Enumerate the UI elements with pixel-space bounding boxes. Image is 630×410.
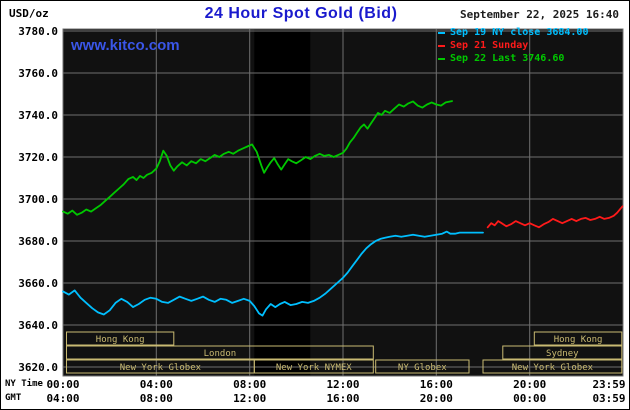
x-tick-label-gmt: 08:00 <box>139 392 173 405</box>
legend-line-marker-icon <box>438 44 445 47</box>
session-label: New York Globex <box>512 363 594 373</box>
y-tick-label: 3660.0 <box>18 277 58 290</box>
x-tick-label-ny: 12:00 <box>326 378 360 391</box>
x-tick-label-ny: 08:00 <box>233 378 267 391</box>
legend-line-marker-icon <box>438 57 445 60</box>
session-label: NY Globex <box>398 363 447 373</box>
y-tick-label: 3720.0 <box>18 151 58 164</box>
y-axis-units-label: USD/oz <box>9 7 49 20</box>
x-axis-caption-nytime: NY Time <box>5 379 43 389</box>
kitco-watermark: www.kitco.com <box>71 37 180 54</box>
y-tick-label: 3700.0 <box>18 193 58 206</box>
session-box <box>253 359 374 374</box>
session-box <box>66 345 374 360</box>
y-tick-label: 3740.0 <box>18 109 58 122</box>
x-tick-label-gmt: 20:00 <box>419 392 453 405</box>
legend-item-sep21: Sep 21 Sunday <box>438 39 588 52</box>
x-tick-label-ny: 23:59 <box>592 378 626 391</box>
session-box <box>482 359 623 374</box>
session-label: London <box>204 349 237 359</box>
session-box <box>375 359 470 374</box>
plot-shaded-band <box>254 29 311 376</box>
session-label: Sydney <box>546 349 579 359</box>
x-tick-label-gmt: 12:00 <box>233 392 267 405</box>
session-label: New York NYMEX <box>276 363 352 373</box>
chart-datetime: September 22, 2025 16:40 <box>460 8 619 21</box>
legend-line-marker-icon <box>438 31 445 34</box>
session-label: Hong Kong <box>96 335 145 345</box>
x-tick-label-gmt: 04:00 <box>46 392 80 405</box>
y-tick-label: 3680.0 <box>18 235 58 248</box>
legend-item-label: Sep 19 NY close 3684.00 <box>450 27 589 38</box>
x-tick-label-ny: 00:00 <box>46 378 80 391</box>
session-box <box>66 331 175 346</box>
session-label: Hong Kong <box>554 335 603 345</box>
chart-title: 24 Hour Spot Gold (Bid) <box>204 5 398 22</box>
y-tick-label: 3780.0 <box>18 25 58 38</box>
series-line-1 <box>486 205 624 229</box>
y-tick-label: 3620.0 <box>18 361 58 374</box>
x-tick-label-gmt: 00:00 <box>513 392 547 405</box>
series-line-2 <box>62 100 453 216</box>
chart-legend: Sep 19 NY close 3684.00 Sep 21 Sunday Se… <box>438 26 588 65</box>
session-label: New York Globex <box>120 363 202 373</box>
legend-item-sep22: Sep 22 Last 3746.60 <box>438 52 588 65</box>
session-box <box>533 331 623 346</box>
y-tick-label: 3640.0 <box>18 319 58 332</box>
y-tick-label: 3760.0 <box>18 67 58 80</box>
session-box <box>502 345 623 360</box>
x-tick-label-ny: 20:00 <box>513 378 547 391</box>
plot-border <box>62 28 624 377</box>
x-tick-label-ny: 16:00 <box>419 378 453 391</box>
series-line-0 <box>62 230 484 317</box>
legend-item-label: Sep 21 Sunday <box>450 40 529 51</box>
x-axis-caption-gmt: GMT <box>5 393 22 403</box>
x-tick-label-ny: 04:00 <box>139 378 173 391</box>
legend-item-label: Sep 22 Last 3746.60 <box>450 53 565 64</box>
x-tick-label-gmt: 16:00 <box>326 392 360 405</box>
x-tick-label-gmt: 03:59 <box>592 392 626 405</box>
legend-item-sep19: Sep 19 NY close 3684.00 <box>438 26 588 39</box>
